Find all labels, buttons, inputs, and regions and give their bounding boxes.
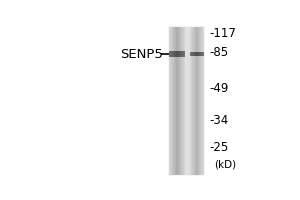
Text: -49: -49 xyxy=(210,82,229,95)
Bar xyxy=(168,26,205,176)
Text: (kD): (kD) xyxy=(214,160,236,170)
Text: -85: -85 xyxy=(210,46,229,59)
Text: -117: -117 xyxy=(210,27,236,40)
Text: -25: -25 xyxy=(210,141,229,154)
Text: SENP5: SENP5 xyxy=(120,48,163,61)
Text: -34: -34 xyxy=(210,114,229,127)
Bar xyxy=(185,27,190,175)
